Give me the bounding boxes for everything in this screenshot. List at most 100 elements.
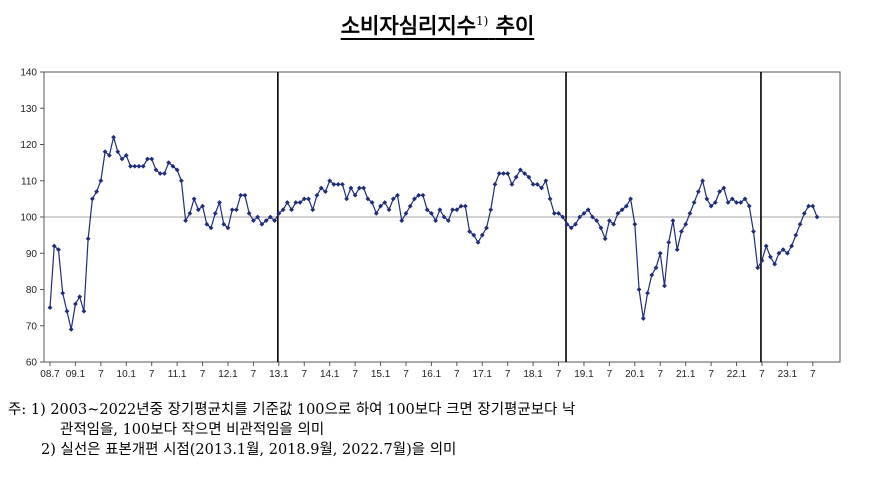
data-point <box>797 221 803 227</box>
data-point <box>670 218 676 224</box>
data-point <box>467 229 472 234</box>
data-point <box>645 290 650 296</box>
data-point <box>106 152 112 158</box>
x-tick-label: 7 <box>352 369 358 380</box>
x-tick-label: 19.1 <box>574 369 594 380</box>
data-point <box>738 200 744 205</box>
data-point <box>488 207 494 213</box>
data-point <box>229 207 235 213</box>
x-tick-label: 7 <box>708 369 714 380</box>
data-point <box>306 196 311 202</box>
data-point <box>768 254 773 260</box>
x-tick-label: 7 <box>301 369 307 380</box>
data-point <box>280 207 286 213</box>
x-tick-label: 7 <box>556 369 562 380</box>
data-point <box>212 210 218 216</box>
title-suffix: 추이 <box>495 14 535 38</box>
x-tick-label: 7 <box>810 369 816 380</box>
data-point <box>310 207 316 213</box>
y-tick-label: 140 <box>20 68 37 79</box>
data-point <box>412 196 417 202</box>
data-point <box>806 203 811 209</box>
footnote-1-line-1: 1) 2003~2022년중 장기평균치를 기준값 100으로 하여 100보다… <box>30 402 576 418</box>
footnote-prefix: 주: <box>8 402 27 418</box>
data-point <box>208 225 214 231</box>
data-point <box>632 221 638 227</box>
data-point <box>590 214 595 220</box>
data-point <box>441 214 447 220</box>
data-point <box>51 243 57 249</box>
data-point <box>259 221 265 227</box>
x-tick-label: 7 <box>454 369 460 380</box>
data-point <box>267 214 273 220</box>
data-point <box>505 171 511 176</box>
data-point <box>547 196 553 202</box>
data-point <box>149 156 155 162</box>
data-point <box>729 196 735 202</box>
data-point <box>111 134 116 140</box>
data-point <box>136 163 142 169</box>
data-point <box>289 207 294 213</box>
data-point <box>225 225 231 231</box>
data-point <box>691 200 697 205</box>
data-point <box>301 196 307 202</box>
data-point <box>85 236 91 242</box>
data-point <box>679 229 684 234</box>
consumer-sentiment-chart: 60 70 80 90 100 110 120 130 140 08.7 09.1 7 10.1 7 11.… <box>20 68 841 380</box>
data-point <box>484 225 489 231</box>
data-point <box>606 218 612 224</box>
data-point <box>458 203 464 209</box>
data-point <box>789 243 795 249</box>
data-point <box>496 171 502 176</box>
data-point <box>424 207 430 213</box>
data-point <box>751 229 756 234</box>
x-tick-label: 18.1 <box>523 369 543 380</box>
data-point <box>128 163 133 169</box>
data-point <box>119 156 125 162</box>
data-point <box>784 250 790 256</box>
x-tick-label: 7 <box>98 369 104 380</box>
data-point <box>687 210 693 216</box>
data-point <box>585 207 591 213</box>
data-point <box>318 185 324 191</box>
data-point <box>399 218 405 224</box>
data-point <box>187 210 193 216</box>
data-point <box>560 214 566 220</box>
data-point <box>712 200 718 205</box>
data-point <box>115 149 121 155</box>
data-point <box>551 210 557 216</box>
x-tick-label: 7 <box>200 369 206 380</box>
data-point <box>64 308 70 314</box>
data-point <box>102 149 108 155</box>
data-point <box>501 171 506 176</box>
data-point <box>132 163 138 169</box>
data-point <box>814 214 820 220</box>
data-point <box>98 178 104 184</box>
footnote-1: 주: 1) 2003~2022년중 장기평균치를 기준값 100으로 하여 10… <box>8 400 575 420</box>
x-tick-label: 10.1 <box>117 369 137 380</box>
data-point <box>573 221 578 227</box>
data-point <box>683 221 689 227</box>
data-point <box>763 243 769 249</box>
data-point <box>454 207 460 213</box>
footnotes: 주: 1) 2003~2022년중 장기평균치를 기준값 100으로 하여 10… <box>8 400 575 460</box>
x-tick-label: 7 <box>505 369 511 380</box>
data-point <box>77 294 83 300</box>
data-point <box>526 174 532 180</box>
data-point <box>348 185 354 191</box>
data-point <box>174 167 180 173</box>
y-tick-label: 120 <box>20 140 37 151</box>
data-point <box>755 265 761 271</box>
data-point <box>157 171 163 176</box>
y-tick-label: 110 <box>21 176 37 187</box>
data-point <box>636 287 642 292</box>
data-point <box>662 283 667 289</box>
data-point <box>577 214 583 220</box>
data-point <box>581 210 587 216</box>
data-point <box>615 210 621 216</box>
data-point <box>242 192 248 198</box>
data-point <box>47 305 53 311</box>
data-point <box>657 250 663 256</box>
data-point <box>429 210 434 216</box>
data-point <box>534 181 540 187</box>
